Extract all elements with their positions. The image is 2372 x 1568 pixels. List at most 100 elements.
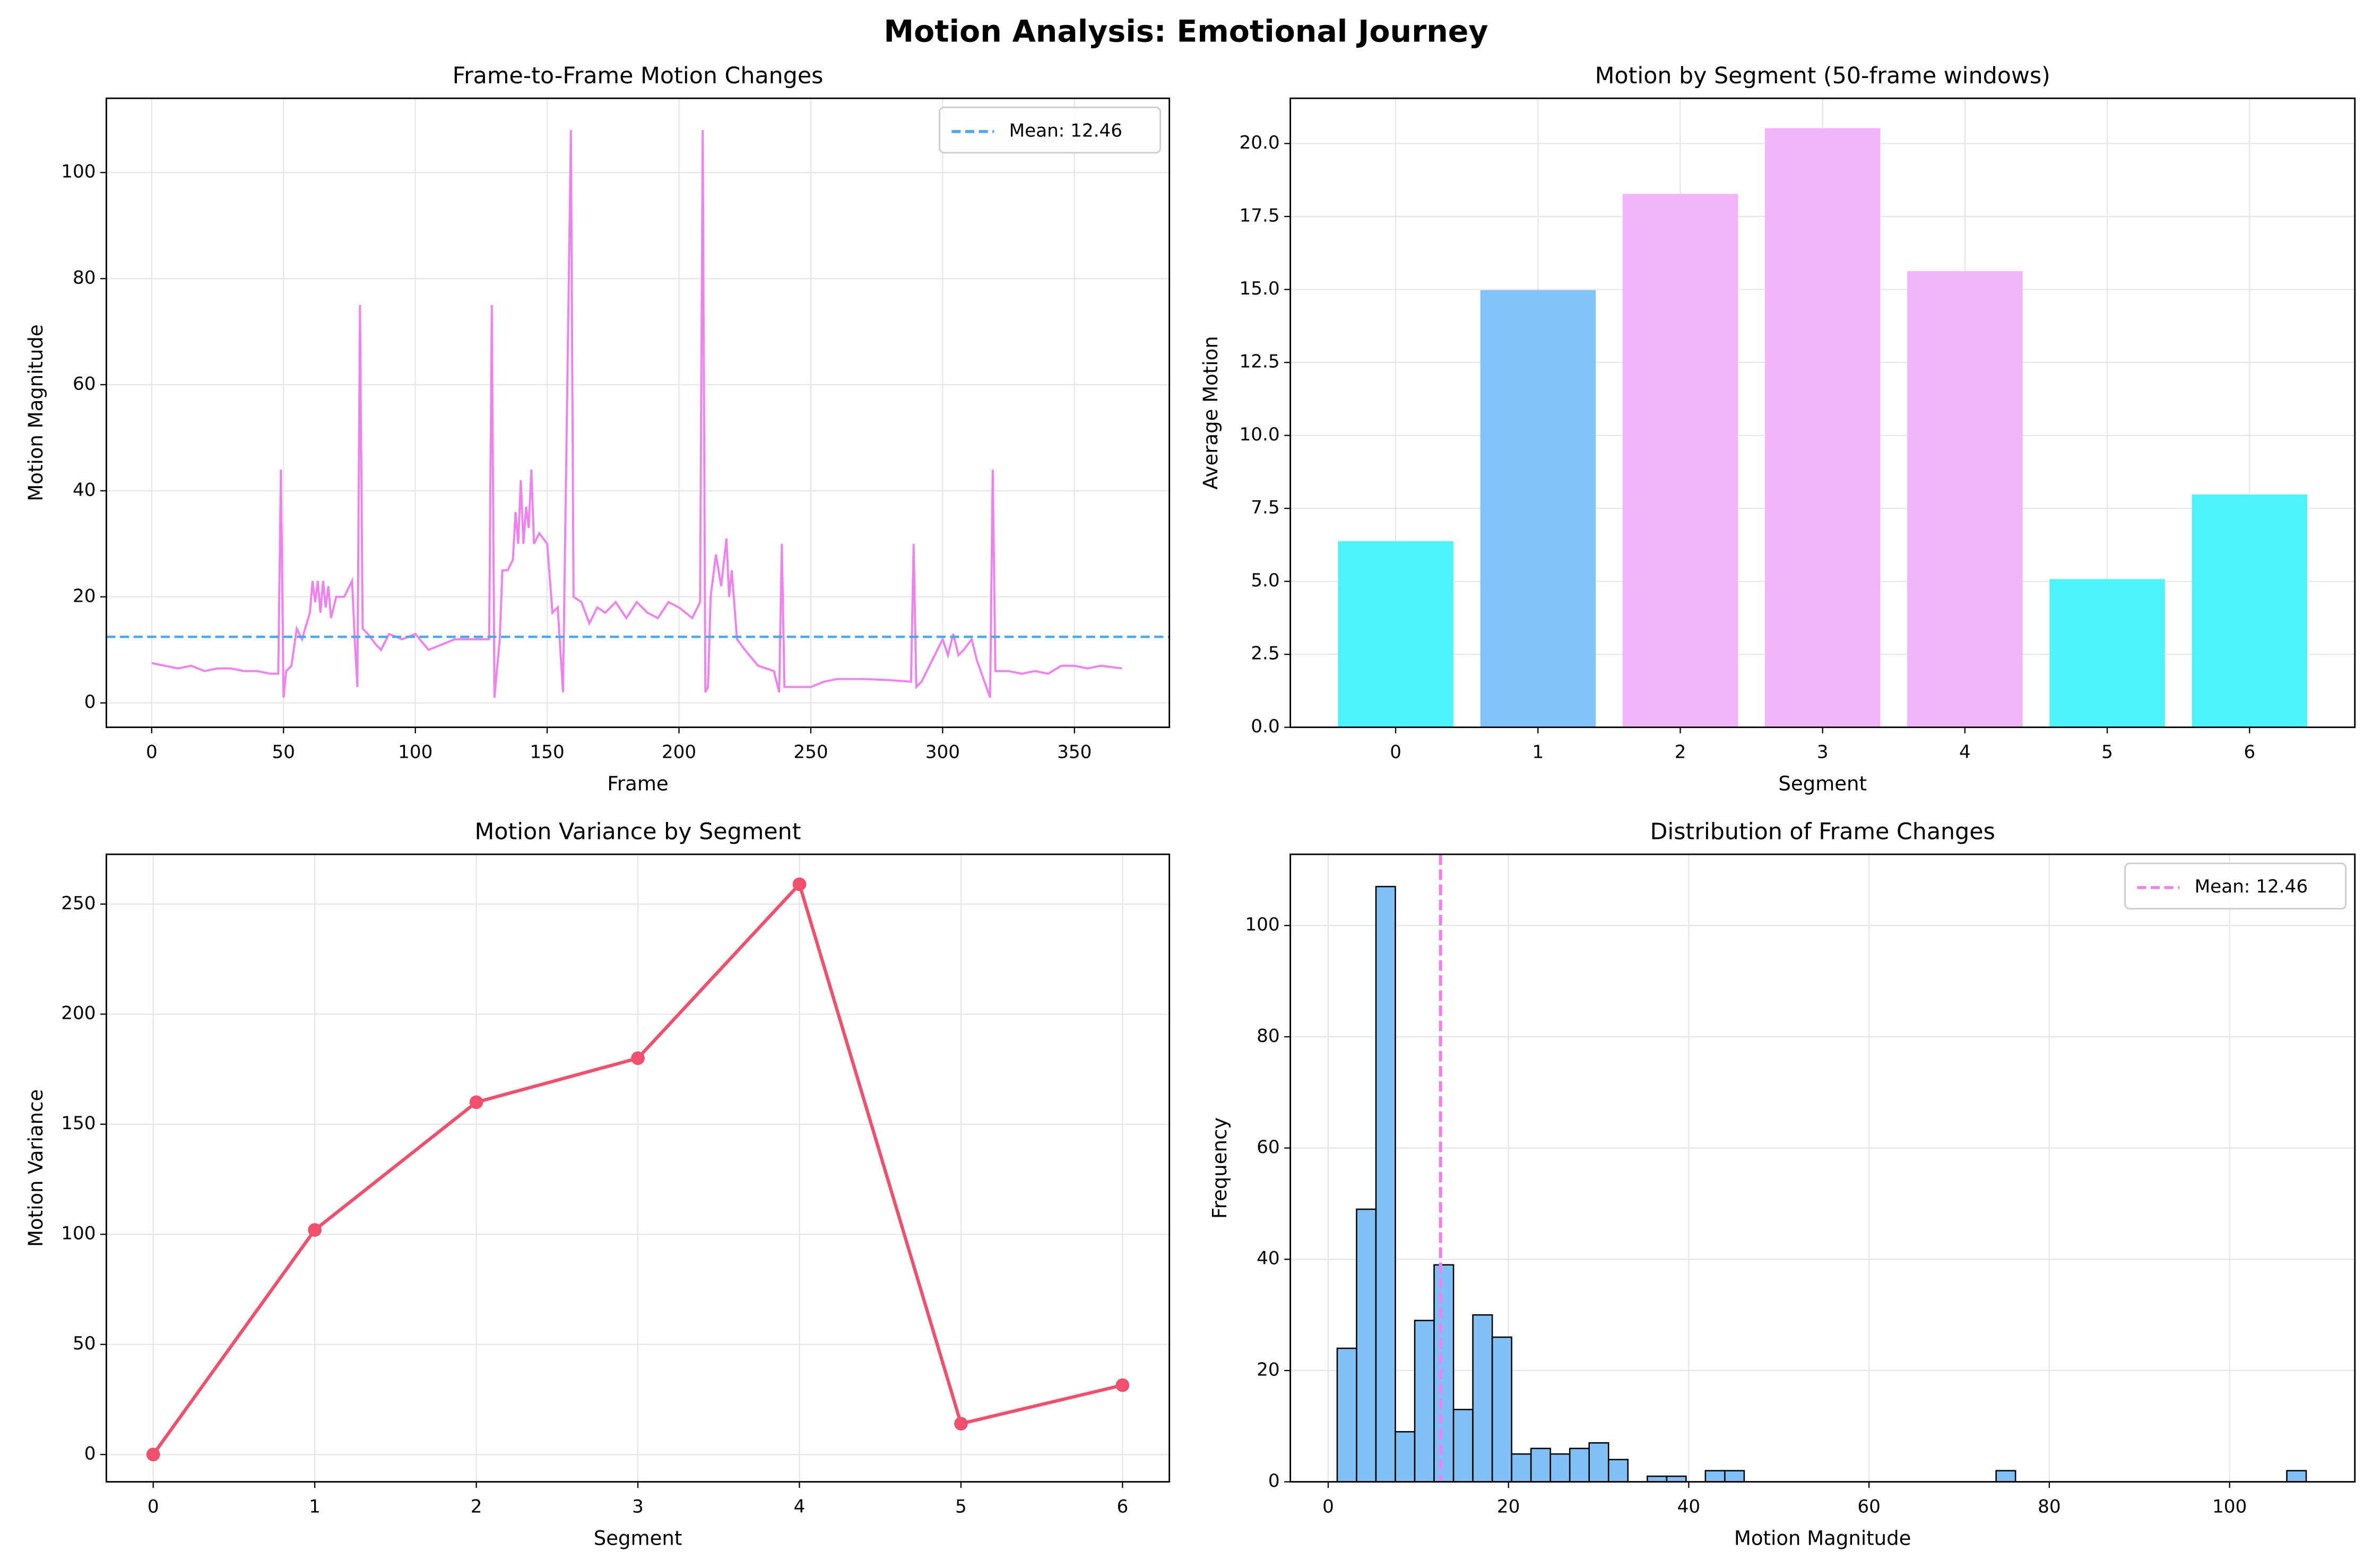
- x-axis-label: Segment: [1778, 772, 1867, 795]
- y-tick-label: 5.0: [1251, 570, 1279, 591]
- histogram-bar: [1356, 1208, 1377, 1482]
- x-tick-label: 150: [530, 742, 564, 763]
- x-axis-label: Frame: [607, 772, 668, 795]
- histogram-bar: [1646, 1475, 1668, 1482]
- y-tick-label: 60: [73, 373, 96, 394]
- legend-label: Mean: 12.46: [1009, 120, 1122, 141]
- y-tick-label: 15.0: [1240, 278, 1280, 299]
- y-tick-label: 0: [1268, 1470, 1280, 1492]
- y-tick-label: 0.0: [1251, 716, 1279, 737]
- bar: [1622, 194, 1738, 727]
- data-point: [1115, 1378, 1130, 1392]
- histogram-bar: [1472, 1314, 1493, 1482]
- x-tick-label: 50: [272, 742, 296, 763]
- histogram-bar: [1491, 1336, 1512, 1482]
- x-axis-label: Motion Magnitude: [1734, 1527, 1911, 1549]
- x-tick-label: 0: [1322, 1496, 1334, 1518]
- y-tick-label: 40: [1257, 1248, 1280, 1269]
- y-tick-label: 20: [1257, 1359, 1280, 1380]
- y-tick-label: 2.5: [1251, 643, 1279, 664]
- data-point: [469, 1095, 483, 1110]
- x-tick-label: 100: [398, 742, 432, 763]
- axes-frame: [1289, 97, 2356, 729]
- histogram-bar: [1511, 1453, 1532, 1482]
- figure-title: Motion Analysis: Emotional Journey: [884, 14, 1488, 49]
- subplot: 0 20 40 60 80 100 0 50 100 150 200 250 300 350 Frame-t…: [24, 63, 1171, 795]
- subplot-title: Distribution of Frame Changes: [1650, 819, 1995, 845]
- y-tick-label: 80: [1257, 1025, 1280, 1046]
- subplot: 0 50 100 150 200 250 0 1 2 3 4 5 6 Motion Variance by…: [24, 819, 1171, 1549]
- axes-frame: [105, 853, 1171, 1483]
- bar: [1338, 541, 1453, 727]
- y-tick-label: 100: [61, 161, 96, 183]
- histogram-bar: [1588, 1442, 1609, 1482]
- x-tick-label: 200: [662, 742, 696, 763]
- y-axis-label: Motion Magnitude: [24, 324, 47, 501]
- histogram-bar: [1569, 1448, 1590, 1482]
- data-point: [792, 877, 807, 891]
- y-tick-label: 0: [84, 1443, 96, 1465]
- axes-frame: [105, 97, 1171, 729]
- x-tick-label: 6: [1116, 1496, 1128, 1518]
- histogram-bar: [1724, 1470, 1745, 1482]
- bar: [1764, 128, 1881, 727]
- histogram-bar: [1336, 1347, 1357, 1482]
- x-tick-label: 300: [925, 742, 960, 763]
- histogram-bar: [2286, 1470, 2307, 1482]
- y-tick-label: 60: [1257, 1137, 1280, 1158]
- x-tick-label: 2: [1675, 742, 1686, 763]
- x-tick-label: 40: [1677, 1496, 1701, 1518]
- histogram-bar: [1995, 1470, 2016, 1482]
- x-tick-label: 0: [146, 742, 158, 763]
- subplot: 0 20 40 60 80 100 0 20 40 60 80 100 Distribution of …: [1208, 819, 2356, 1549]
- bar: [1907, 271, 2023, 727]
- y-axis-label: Average Motion: [1199, 336, 1222, 489]
- x-tick-label: 3: [632, 1496, 644, 1518]
- y-tick-label: 80: [73, 267, 96, 289]
- histogram-bar: [1704, 1470, 1726, 1482]
- y-tick-label: 7.5: [1251, 497, 1279, 518]
- x-tick-label: 100: [2212, 1496, 2247, 1518]
- y-tick-label: 17.5: [1240, 205, 1280, 227]
- x-tick-label: 250: [793, 742, 828, 763]
- bar: [1480, 290, 1596, 727]
- y-axis-label: Frequency: [1208, 1117, 1231, 1219]
- plot-area: [106, 130, 1170, 698]
- data-point: [631, 1051, 645, 1065]
- subplot-title: Motion by Segment (50-frame windows): [1595, 63, 2050, 89]
- bar: [2192, 494, 2307, 727]
- x-tick-label: 60: [1857, 1496, 1881, 1518]
- histogram-bar: [1433, 1264, 1455, 1482]
- y-tick-label: 12.5: [1240, 351, 1280, 372]
- histogram-bar: [1395, 1431, 1416, 1482]
- y-tick-label: 200: [61, 1003, 96, 1024]
- y-tick-label: 10.0: [1240, 424, 1280, 445]
- plot-area: [1338, 128, 2307, 727]
- x-axis-label: Segment: [594, 1527, 682, 1549]
- data-line: [151, 130, 1122, 698]
- x-tick-label: 1: [1532, 742, 1544, 763]
- x-tick-label: 3: [1817, 742, 1829, 763]
- y-axis-label: Motion Variance: [24, 1089, 47, 1247]
- subplot: 0.0 2.5 5.0 7.5 10.0 12.5 15.0 17.5 20.0 0 1 2 3 4 5 6 M…: [1199, 63, 2356, 795]
- histogram-bar: [1375, 886, 1396, 1482]
- x-tick-label: 6: [2244, 742, 2255, 763]
- legend: Mean: 12.46: [939, 106, 1161, 154]
- y-tick-label: 150: [61, 1113, 96, 1134]
- x-tick-label: 0: [1390, 742, 1401, 763]
- histogram-bar: [1530, 1448, 1551, 1482]
- x-tick-label: 1: [309, 1496, 321, 1518]
- legend-box: [2124, 862, 2347, 910]
- y-tick-label: 250: [61, 893, 96, 914]
- histogram-bar: [1414, 1320, 1435, 1482]
- y-tick-label: 0: [84, 691, 96, 713]
- y-tick-label: 50: [73, 1333, 96, 1354]
- x-tick-label: 80: [2038, 1496, 2061, 1518]
- x-tick-label: 0: [148, 1496, 159, 1518]
- data-point: [954, 1417, 968, 1431]
- plot-area: [1336, 854, 2307, 1482]
- y-tick-label: 40: [73, 479, 96, 500]
- x-tick-label: 5: [955, 1496, 967, 1518]
- plot-area: [146, 877, 1130, 1461]
